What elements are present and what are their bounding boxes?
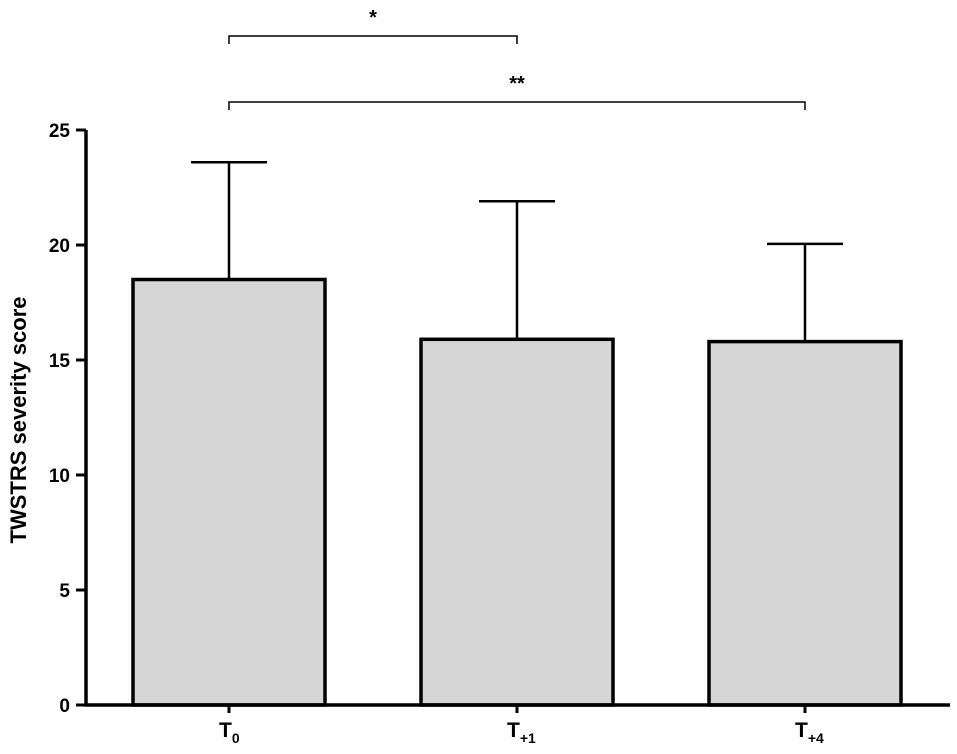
- significance-bracket-0: [228, 35, 518, 44]
- x-tick-label-subscript: +4: [808, 730, 824, 746]
- y-tick-label-5: 5: [59, 581, 70, 602]
- y-tick-label-20: 20: [49, 236, 70, 257]
- x-tick-label-0: T0: [219, 719, 240, 746]
- x-tick-label-main: T: [219, 719, 232, 742]
- y-tick-label-0: 0: [59, 696, 70, 717]
- bar-2: [707, 339, 903, 707]
- bars-layer: [131, 277, 903, 707]
- significance-label-1: **: [509, 73, 525, 95]
- bar-0: [131, 277, 327, 707]
- significance-layer: ***: [228, 7, 806, 110]
- x-tick-label-main: T: [507, 719, 520, 742]
- y-tick-label-15: 15: [49, 351, 71, 372]
- x-tick-label-2: T+4: [795, 719, 824, 746]
- error-bars-layer: [191, 160, 843, 342]
- bar-1: [419, 337, 615, 707]
- y-tick-label-25: 25: [49, 121, 71, 142]
- x-tick-label-subscript: +1: [520, 730, 536, 746]
- y-tick-label-10: 10: [49, 466, 70, 487]
- x-tick-label-subscript: 0: [232, 730, 240, 746]
- x-tick-label-1: T+1: [507, 719, 536, 746]
- significance-label-0: *: [369, 7, 377, 29]
- y-axis-title: TWSTRS severity score: [6, 297, 31, 544]
- x-tick-label-main: T: [795, 719, 808, 742]
- significance-bracket-1: [228, 101, 806, 110]
